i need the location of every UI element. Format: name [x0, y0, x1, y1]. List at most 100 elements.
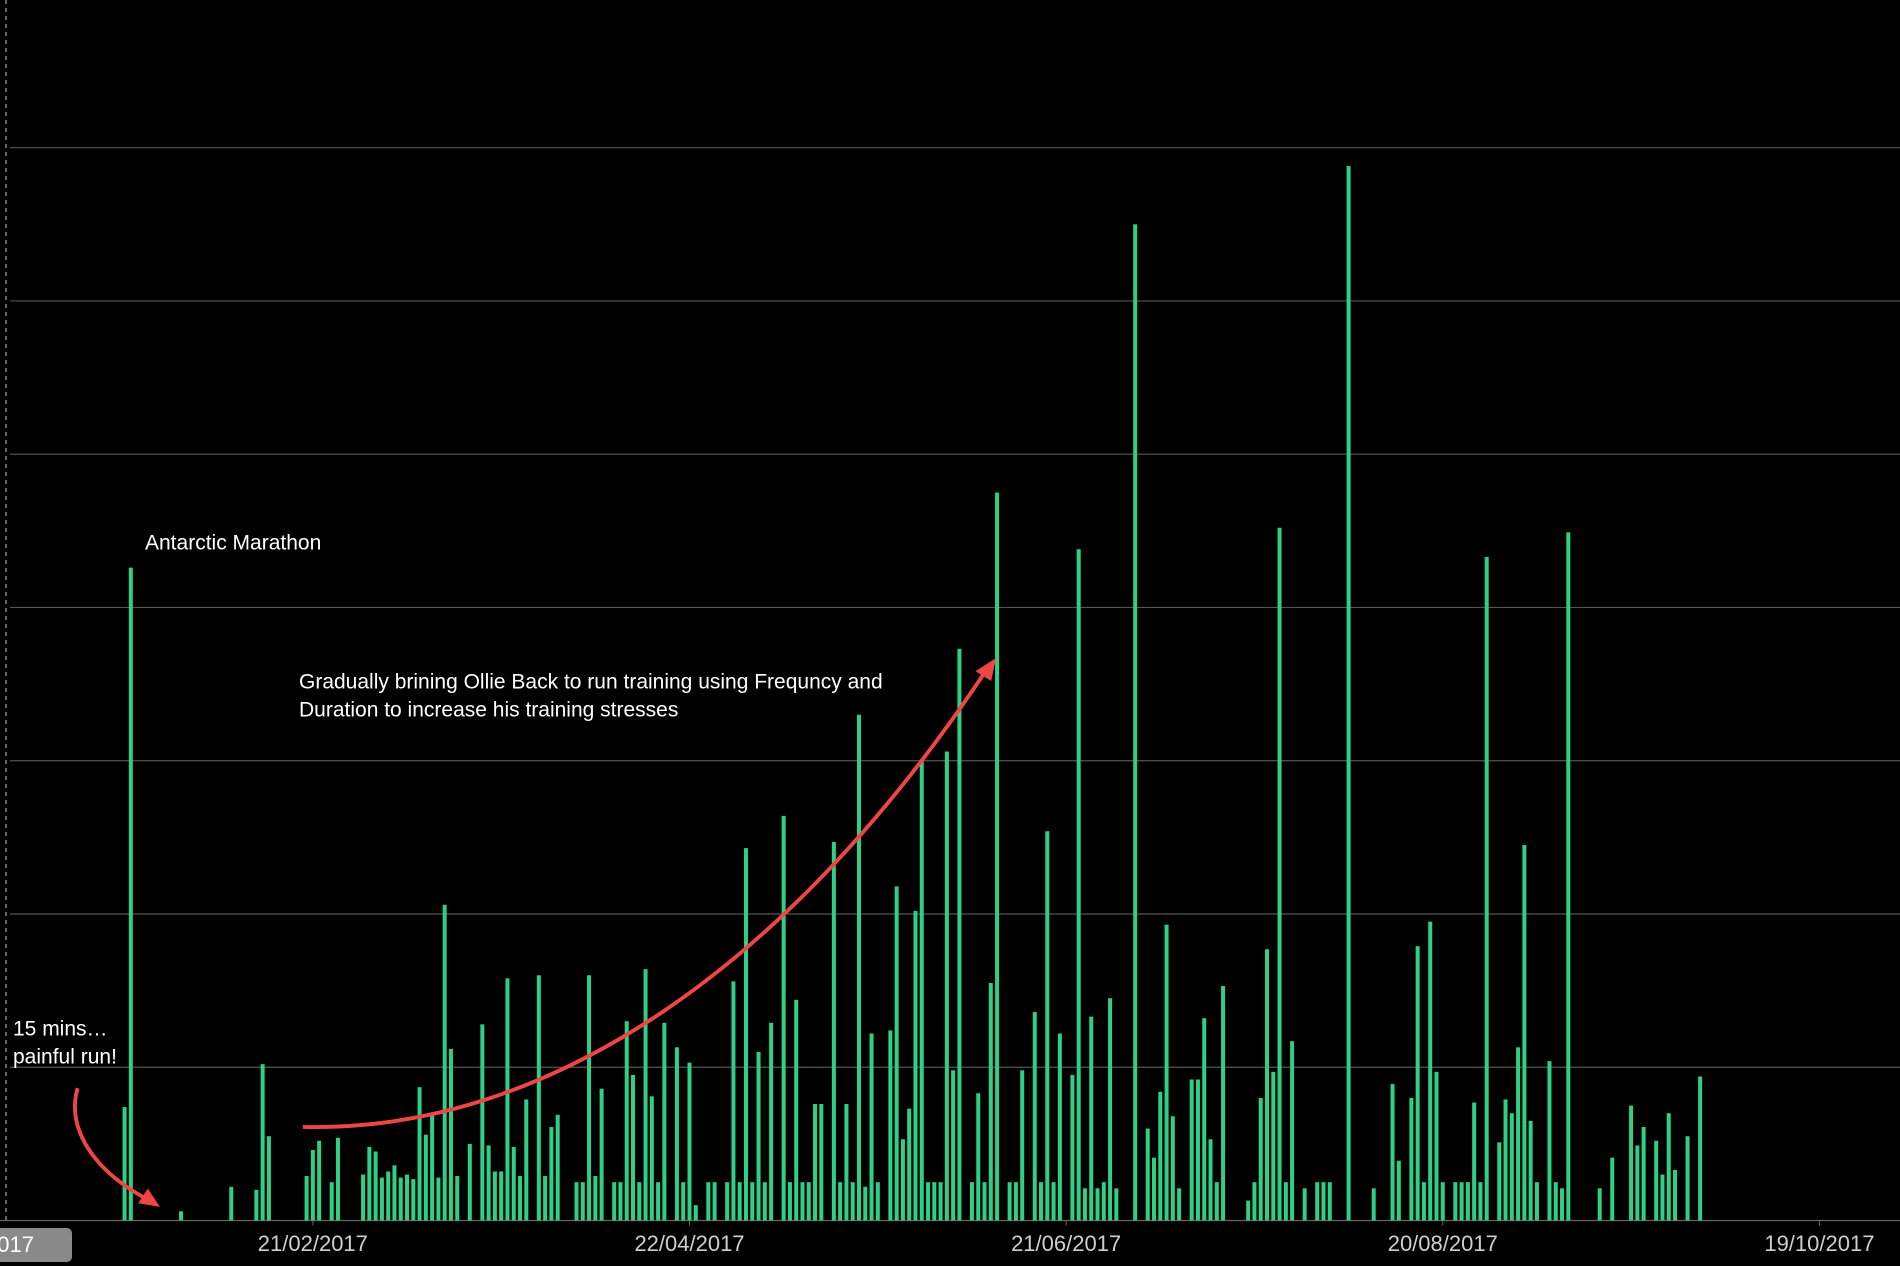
bar: [1610, 1157, 1615, 1221]
bar: [574, 1182, 579, 1221]
bar: [995, 492, 1000, 1221]
bar: [1396, 1160, 1401, 1221]
bar: [511, 1146, 516, 1221]
bar: [423, 1134, 428, 1221]
bar: [1195, 1079, 1200, 1221]
bar: [317, 1140, 322, 1221]
bar: [1390, 1084, 1395, 1221]
cursor-label: 1/2017: [0, 1232, 34, 1257]
bar: [693, 1205, 698, 1221]
bar: [486, 1145, 491, 1221]
bar: [1057, 1033, 1062, 1221]
bar: [1290, 1041, 1295, 1221]
bar: [1032, 1012, 1037, 1221]
bar: [329, 1182, 334, 1221]
bar: [1503, 1099, 1508, 1221]
bar: [875, 1182, 880, 1221]
bar: [392, 1165, 397, 1221]
bar: [587, 975, 592, 1221]
bar: [856, 714, 861, 1221]
bar: [637, 1182, 642, 1221]
bar: [913, 910, 918, 1221]
bar: [863, 1186, 868, 1221]
bar: [1497, 1142, 1502, 1221]
bar: [1673, 1169, 1678, 1221]
bar: [304, 1176, 309, 1221]
bar: [969, 1182, 974, 1221]
bar: [335, 1137, 340, 1221]
bar: [1246, 1200, 1251, 1221]
bar: [1315, 1182, 1320, 1221]
bar: [367, 1146, 372, 1221]
bar: [1641, 1127, 1646, 1221]
bar: [386, 1171, 391, 1221]
bar: [379, 1177, 384, 1221]
annotation: Gradually brining Ollie Back to run trai…: [299, 671, 883, 694]
bar: [1152, 1157, 1157, 1221]
bar: [1189, 1079, 1194, 1221]
bar: [844, 1104, 849, 1221]
bar: [1045, 831, 1050, 1221]
bar: [1654, 1140, 1659, 1221]
bar: [1635, 1145, 1640, 1221]
bar: [1039, 1182, 1044, 1221]
bar: [1302, 1188, 1307, 1221]
bar: [687, 1062, 692, 1221]
bar: [1321, 1182, 1326, 1221]
bar: [1007, 1182, 1012, 1221]
bar: [1221, 986, 1226, 1221]
bar: [593, 1176, 598, 1221]
bar: [1459, 1182, 1464, 1221]
bar: [725, 1182, 730, 1221]
bar: [448, 1048, 453, 1221]
bar: [1478, 1182, 1483, 1221]
bar: [932, 1182, 937, 1221]
bar: [555, 1114, 560, 1221]
bar: [1283, 1182, 1288, 1221]
bar: [1698, 1076, 1703, 1221]
arrow-head: [138, 1188, 160, 1207]
bar: [1170, 1116, 1175, 1221]
bar: [894, 886, 899, 1221]
bar: [681, 1182, 686, 1221]
bar: [1434, 1071, 1439, 1221]
bar: [580, 1182, 585, 1221]
bar: [1371, 1188, 1376, 1221]
bar: [938, 1182, 943, 1221]
bar: [781, 815, 786, 1221]
bar: [831, 841, 836, 1221]
bar: [762, 1182, 767, 1221]
bar: [599, 1088, 604, 1221]
bar: [1666, 1113, 1671, 1221]
bar: [455, 1176, 460, 1221]
x-tick-label: 19/10/2017: [1764, 1231, 1874, 1256]
bar: [649, 1096, 654, 1221]
bar: [1252, 1182, 1257, 1221]
bar: [1271, 1071, 1276, 1221]
bar: [1020, 1070, 1025, 1221]
x-tick-label: 21/02/2017: [258, 1231, 368, 1256]
bar: [926, 1182, 931, 1221]
bar: [122, 1107, 127, 1221]
bar: [900, 1139, 905, 1221]
bar: [794, 999, 799, 1221]
bar: [229, 1186, 234, 1221]
bar: [1177, 1188, 1182, 1221]
bar: [1629, 1105, 1634, 1221]
bar: [1258, 1097, 1263, 1221]
bar: [398, 1177, 403, 1221]
bar: [951, 1070, 956, 1221]
bar: [838, 1182, 843, 1221]
bar: [919, 760, 924, 1221]
bar: [1277, 527, 1282, 1221]
bar: [492, 1171, 497, 1221]
bar: [1327, 1182, 1332, 1221]
bar: [756, 1051, 761, 1221]
bar: [1082, 1188, 1087, 1221]
bar: [1101, 1182, 1106, 1221]
labels: 21/02/2017 22/04/2017 21/06/2017 20/08/2017…: [13, 532, 1874, 1256]
bar: [1158, 1091, 1163, 1221]
bar: [1089, 1016, 1094, 1221]
bar: [436, 1177, 441, 1221]
